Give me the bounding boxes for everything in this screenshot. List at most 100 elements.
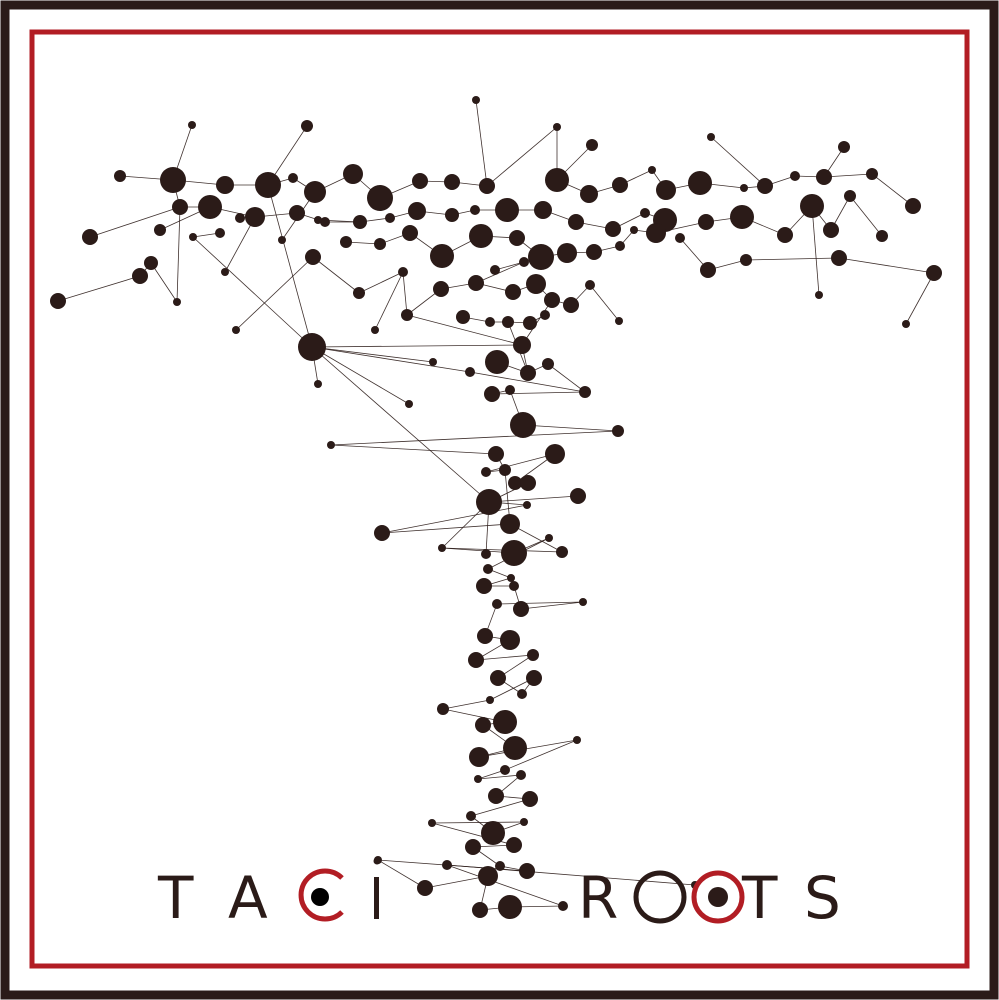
tree-node [499, 464, 511, 476]
tree-node [513, 336, 531, 354]
tree-edge [496, 601, 584, 605]
tree-node [343, 164, 363, 184]
brand-letter-o2 [691, 870, 745, 924]
tree-node [522, 791, 538, 807]
tree-node [401, 309, 413, 321]
tree-node [476, 489, 502, 515]
tree-node [730, 205, 754, 229]
tree-edge [745, 257, 840, 261]
tree-node [466, 811, 476, 821]
brand-letter-t: T [157, 864, 211, 932]
tree-edge [478, 739, 578, 758]
tree-node [823, 222, 839, 238]
tree-node [876, 230, 888, 242]
tree-node [816, 169, 832, 185]
tree-node [545, 168, 569, 192]
tree-node [255, 172, 281, 198]
tree-edge [381, 523, 511, 534]
tree-node [519, 863, 535, 879]
tree-node [132, 268, 148, 284]
tree-edge [192, 236, 313, 348]
tree-node [374, 238, 386, 250]
tree-edge [377, 859, 426, 889]
tree-node [304, 181, 326, 203]
tree-node [484, 386, 500, 402]
brand-letter-i [374, 877, 379, 919]
tree-node [340, 236, 352, 248]
tree-node [305, 249, 321, 265]
tree-node [235, 213, 245, 223]
tree-node [456, 310, 470, 324]
tree-node [371, 326, 379, 334]
tree-node [523, 316, 537, 330]
tree-edge [469, 371, 586, 393]
tree-node [402, 225, 418, 241]
tree-node [605, 221, 621, 237]
tree-node [465, 839, 481, 855]
tree-edge [520, 601, 584, 610]
tree-node [612, 425, 624, 437]
tree-node [553, 123, 561, 131]
tree-edge [374, 271, 404, 331]
tree-node [486, 696, 494, 704]
tree-node [544, 292, 560, 308]
tree-node [586, 244, 602, 260]
tree-edge [477, 774, 522, 780]
tree-node [501, 540, 527, 566]
tree-edge [504, 739, 578, 771]
tree-edge [150, 262, 178, 303]
tree-edge [402, 271, 408, 316]
tree-node [646, 223, 666, 243]
brand-letter-s: S [804, 864, 859, 932]
tree-node [905, 198, 921, 214]
tree-node [528, 244, 554, 270]
tree-node [640, 208, 650, 218]
tree-node [526, 274, 546, 294]
tree-edge [446, 864, 564, 907]
tree-edge [547, 363, 586, 393]
tree-edge [358, 271, 404, 294]
brand-right-glyphs: R T S [578, 864, 859, 932]
brand-letter-r: R [578, 864, 636, 932]
brand-letter-a: A [228, 864, 286, 932]
tree-node [289, 205, 305, 221]
brand-letter-o2-dot [708, 887, 728, 907]
tree-node [429, 358, 437, 366]
tree-edge [406, 314, 523, 346]
tree-node [630, 226, 638, 234]
tree-node [216, 176, 234, 194]
tree-edge [267, 184, 313, 348]
brand-letter-c [298, 868, 344, 922]
tree-node [495, 861, 505, 871]
tree-node [510, 412, 536, 438]
tree-node [353, 287, 365, 299]
tree-node [385, 213, 395, 223]
tree-node [412, 173, 428, 189]
tree-node [442, 860, 452, 870]
tree-edge [424, 875, 489, 889]
tree-node [474, 775, 482, 783]
tree-edge [311, 346, 410, 405]
tree-node [507, 574, 515, 582]
tree-node [320, 217, 330, 227]
tree-node [585, 280, 595, 290]
tree-node [675, 233, 685, 243]
tree-node [503, 736, 527, 760]
tree-node [540, 310, 550, 320]
tree-node [374, 525, 390, 541]
tree-node [615, 241, 625, 251]
tree-node [232, 326, 240, 334]
tree-node [469, 747, 489, 767]
tree-edge [470, 798, 531, 817]
tree-node [188, 121, 196, 129]
tree-edge [57, 275, 141, 302]
tree-node [470, 205, 480, 215]
tree-edge [475, 99, 488, 187]
tree-node [82, 229, 98, 245]
tree-edge [176, 206, 181, 303]
tree-node [479, 178, 495, 194]
tree-node [648, 166, 656, 174]
tree-node [656, 180, 676, 200]
tree-node [483, 564, 493, 574]
tree-node [398, 267, 408, 277]
